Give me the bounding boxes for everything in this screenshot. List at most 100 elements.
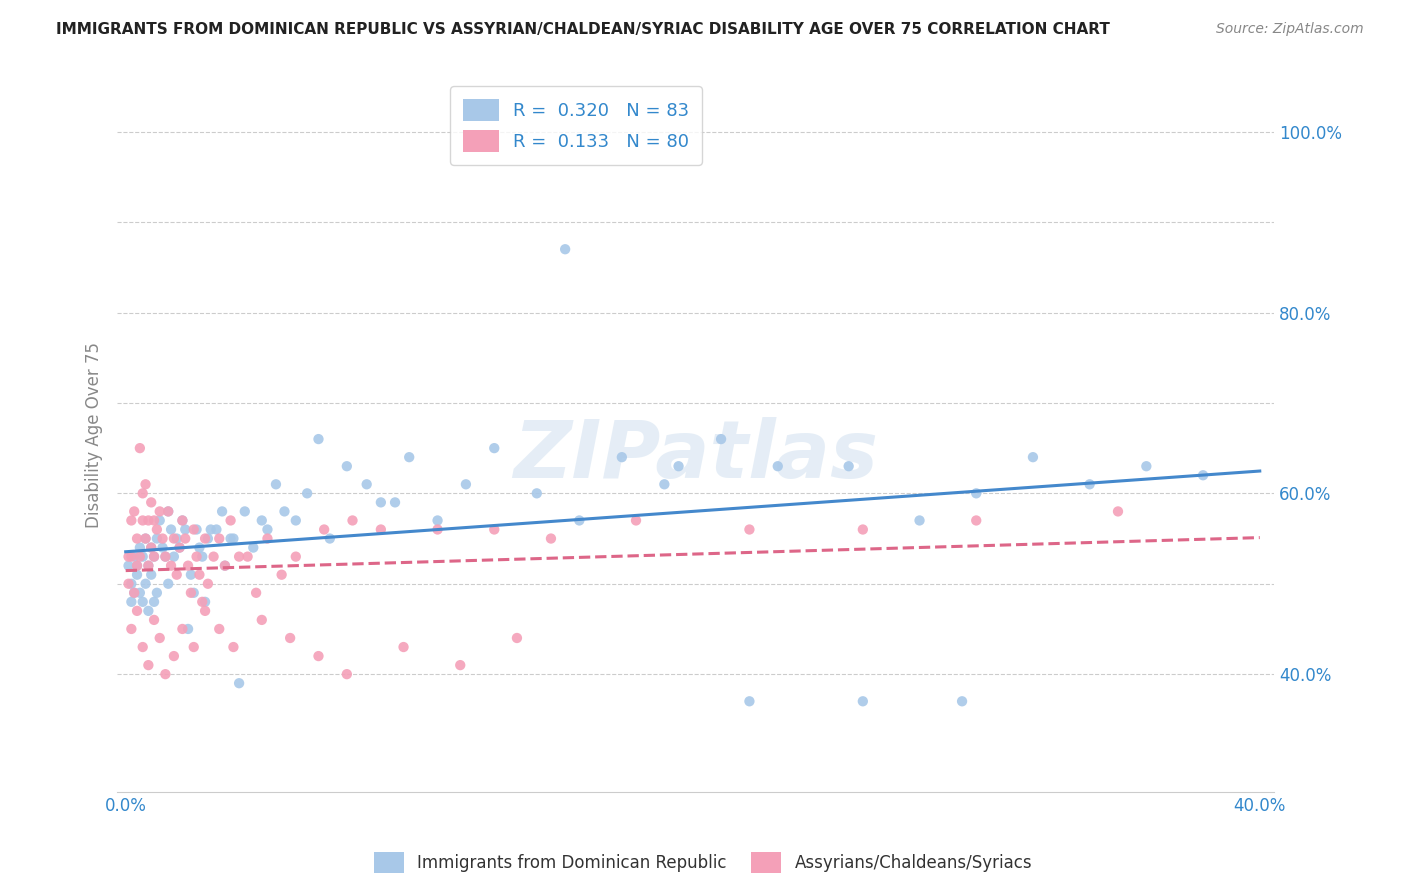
Point <box>155 667 177 681</box>
Point <box>256 523 278 537</box>
Point <box>398 450 420 465</box>
Point <box>250 613 273 627</box>
Point <box>138 604 160 618</box>
Point <box>177 622 200 636</box>
Point <box>336 667 359 681</box>
Point <box>174 523 197 537</box>
Point <box>526 486 548 500</box>
Point <box>125 558 148 573</box>
Point <box>120 622 142 636</box>
Point <box>191 595 214 609</box>
Point <box>852 694 875 708</box>
Point <box>128 586 150 600</box>
Point <box>172 622 194 636</box>
Point <box>131 595 153 609</box>
Text: IMMIGRANTS FROM DOMINICAN REPUBLIC VS ASSYRIAN/CHALDEAN/SYRIAC DISABILITY AGE OV: IMMIGRANTS FROM DOMINICAN REPUBLIC VS AS… <box>56 22 1111 37</box>
Point <box>135 532 157 546</box>
Point <box>264 477 287 491</box>
Point <box>284 513 307 527</box>
Point <box>174 532 197 546</box>
Point <box>149 504 172 518</box>
Point <box>194 595 217 609</box>
Point <box>454 477 477 491</box>
Point <box>908 513 931 527</box>
Point <box>183 640 205 654</box>
Point <box>138 658 160 673</box>
Point <box>131 486 153 500</box>
Point <box>135 532 157 546</box>
Point <box>157 576 180 591</box>
Point <box>122 549 145 564</box>
Point <box>143 549 166 564</box>
Point <box>314 523 336 537</box>
Point <box>183 523 205 537</box>
Point <box>222 640 245 654</box>
Point <box>384 495 406 509</box>
Legend: R =  0.320   N = 83, R =  0.133   N = 80: R = 0.320 N = 83, R = 0.133 N = 80 <box>450 87 702 165</box>
Point <box>169 541 191 555</box>
Point <box>155 549 177 564</box>
Point <box>1135 459 1157 474</box>
Point <box>117 549 139 564</box>
Point <box>668 459 690 474</box>
Point <box>141 567 163 582</box>
Point <box>319 532 342 546</box>
Point <box>236 549 259 564</box>
Point <box>128 441 150 455</box>
Point <box>117 558 139 573</box>
Point <box>125 567 148 582</box>
Point <box>233 504 256 518</box>
Point <box>128 541 150 555</box>
Point <box>1022 450 1045 465</box>
Point <box>554 242 576 256</box>
Point <box>208 622 231 636</box>
Point <box>654 477 676 491</box>
Point <box>146 523 169 537</box>
Point <box>194 604 217 618</box>
Point <box>211 504 233 518</box>
Point <box>186 523 208 537</box>
Point <box>295 486 318 500</box>
Point <box>214 558 236 573</box>
Point <box>222 532 245 546</box>
Point <box>157 504 180 518</box>
Point <box>308 432 330 446</box>
Point <box>1078 477 1101 491</box>
Point <box>157 504 180 518</box>
Point <box>766 459 789 474</box>
Point <box>200 523 222 537</box>
Point <box>155 549 177 564</box>
Point <box>256 532 278 546</box>
Point <box>166 532 188 546</box>
Point <box>183 586 205 600</box>
Point <box>484 441 506 455</box>
Point <box>205 523 228 537</box>
Point <box>149 631 172 645</box>
Point <box>426 523 449 537</box>
Point <box>125 558 148 573</box>
Point <box>125 532 148 546</box>
Point <box>117 576 139 591</box>
Point <box>950 694 973 708</box>
Point <box>191 549 214 564</box>
Point <box>208 532 231 546</box>
Point <box>138 513 160 527</box>
Point <box>219 532 242 546</box>
Point <box>186 549 208 564</box>
Point <box>131 513 153 527</box>
Point <box>624 513 647 527</box>
Point <box>484 523 506 537</box>
Point <box>141 541 163 555</box>
Point <box>610 450 633 465</box>
Point <box>370 495 392 509</box>
Point <box>125 604 148 618</box>
Point <box>228 549 250 564</box>
Point <box>188 567 211 582</box>
Point <box>1107 504 1129 518</box>
Point <box>356 477 378 491</box>
Point <box>120 595 142 609</box>
Point <box>131 640 153 654</box>
Point <box>138 558 160 573</box>
Point <box>152 532 174 546</box>
Point <box>449 658 471 673</box>
